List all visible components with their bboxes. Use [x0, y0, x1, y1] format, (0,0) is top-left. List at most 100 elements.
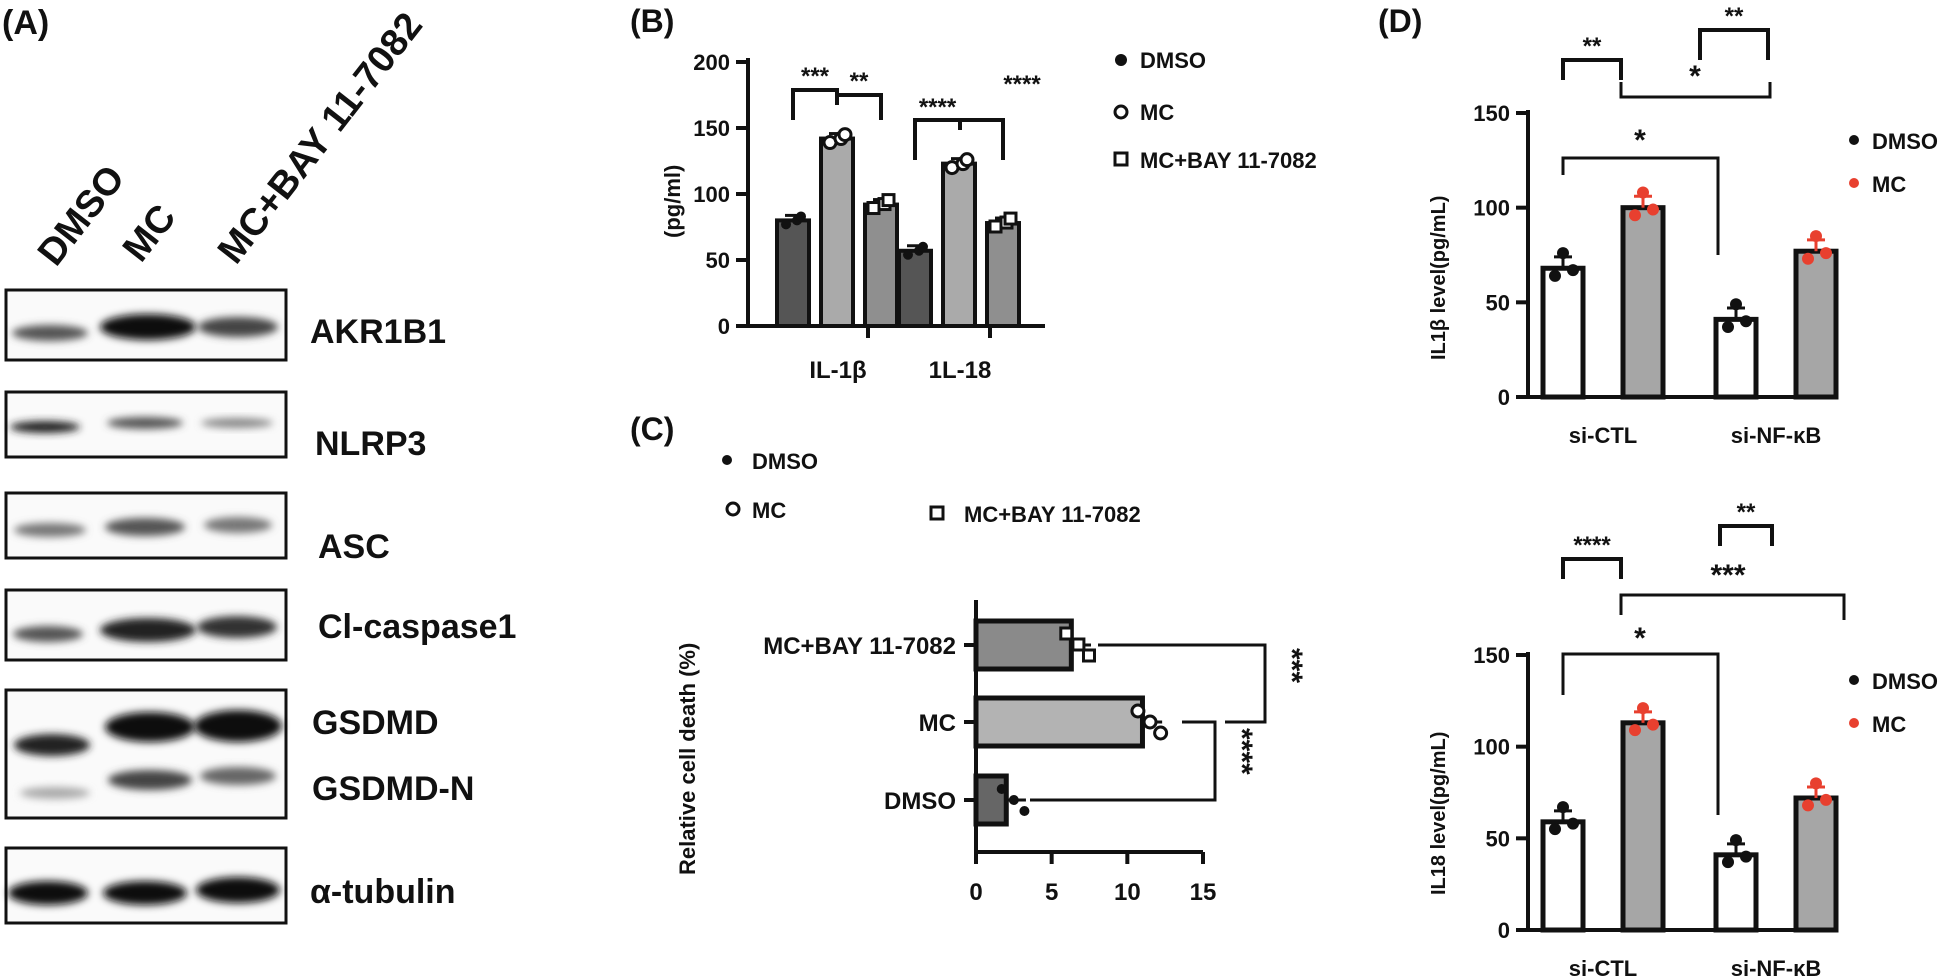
legend-marker-dmso — [1115, 54, 1127, 66]
legend-label-dmso: DMSO — [1872, 129, 1938, 154]
data-point — [1557, 247, 1569, 260]
significance-label: * — [1634, 124, 1646, 157]
blot-label-cl-caspase1: Cl-caspase1 — [318, 608, 516, 646]
blot-label-asc: ASC — [318, 528, 390, 566]
bar — [941, 161, 977, 328]
x-tick-label: si-CTL — [1569, 956, 1637, 979]
band — [107, 417, 183, 429]
data-point — [1567, 817, 1579, 830]
significance-label: ** — [850, 68, 869, 95]
significance-bracket — [1030, 720, 1217, 802]
data-point — [1820, 793, 1832, 806]
significance-label: ** — [1737, 499, 1756, 526]
legend-marker-mc-bay — [929, 505, 945, 521]
data-point — [1637, 186, 1649, 199]
blot-label-akr1b1: AKR1B1 — [310, 313, 446, 351]
data-point — [1071, 637, 1086, 652]
significance-bracket — [958, 118, 1005, 160]
bar — [973, 695, 1145, 749]
legend-marker-mc — [1849, 178, 1859, 188]
x-tick-label: 5 — [1045, 879, 1058, 906]
data-point — [1637, 702, 1649, 715]
significance-label: **** — [1225, 728, 1258, 775]
panel-c-y-axis-title: Relative cell death (%) — [675, 643, 700, 875]
panel-d: (D) IL1β level(pg/mL) IL18 level(pg/mL) … — [1378, 3, 1938, 979]
data-point — [1003, 211, 1018, 226]
y-tick-label: 50 — [706, 248, 730, 273]
band — [14, 523, 86, 537]
bar — [973, 618, 1074, 672]
significance-label: *** — [801, 63, 830, 90]
bar — [775, 218, 811, 328]
legend-marker-mc — [725, 501, 741, 517]
data-point — [1082, 648, 1096, 663]
data-point — [996, 784, 1007, 794]
x-tick-label: 0 — [969, 879, 982, 906]
band — [201, 418, 273, 428]
significance-label: **** — [919, 94, 957, 121]
data-point — [959, 152, 975, 168]
data-point — [1153, 725, 1169, 741]
x-tick-label: si-NF-κB — [1731, 423, 1821, 448]
lane-label-mc: MC — [115, 197, 184, 269]
data-point — [796, 211, 806, 222]
legend-marker-mc-bay — [1113, 151, 1129, 167]
x-tick-label: IL-1β — [809, 357, 866, 384]
legend-label-mc-bay: MC+BAY 11-7082 — [964, 502, 1141, 527]
data-point — [1730, 834, 1742, 847]
panel-c-legend: DMSO MC MC+BAY 11-7082 — [722, 449, 1141, 527]
x-tick-label: si-NF-κB — [1731, 956, 1821, 979]
bar — [1713, 852, 1759, 933]
data-point — [1802, 799, 1814, 812]
legend-label-mc-bay: MC+BAY 11-7082 — [1140, 148, 1317, 173]
data-point — [1810, 777, 1822, 790]
legend-marker-mc — [1849, 718, 1859, 728]
significance-bracket — [1561, 156, 1720, 255]
data-point — [1810, 230, 1822, 243]
bar — [1620, 720, 1666, 933]
legend-marker-dmso — [722, 455, 732, 465]
data-point — [1549, 823, 1561, 836]
panel-b-label: (B) — [630, 3, 674, 39]
blot-label-gsdmd: GSDMD — [312, 704, 439, 742]
significance-label: **** — [1573, 532, 1611, 559]
y-tick-label: 100 — [693, 182, 730, 207]
panel-c: (C) DMSO MC MC+BAY 11-7082 Relative cell… — [630, 411, 1308, 906]
data-point — [903, 249, 913, 260]
band — [204, 517, 272, 533]
bar — [1540, 265, 1586, 400]
data-point — [1647, 203, 1659, 216]
panel-a-label: (A) — [2, 4, 49, 42]
data-point — [866, 201, 881, 216]
significance-label: * — [1634, 622, 1646, 655]
data-point — [1549, 269, 1561, 282]
significance-label: ** — [1583, 33, 1602, 60]
y-tick-label: 0 — [718, 314, 730, 339]
bar — [1793, 795, 1839, 933]
data-point — [1567, 264, 1579, 277]
legend-label-mc: MC — [1140, 100, 1174, 125]
bar — [1713, 316, 1759, 400]
y-tick-label: MC+BAY 11-7082 — [763, 633, 956, 660]
legend-label-mc: MC — [1872, 712, 1906, 737]
x-tick-label: 1L-18 — [929, 357, 992, 384]
significance-label: *** — [1710, 559, 1745, 592]
panel-d-top-legend: DMSO MC — [1849, 129, 1938, 197]
panel-b-legend: DMSO MC MC+BAY 11-7082 — [1113, 48, 1317, 173]
band — [100, 618, 196, 642]
significance-label: ** — [1725, 3, 1744, 30]
panel-b-y-axis-title: (pg/ml) — [660, 165, 685, 238]
blot-label-gsdmd-n: GSDMD-N — [312, 770, 474, 808]
band — [8, 881, 88, 905]
significance-bracket — [913, 118, 962, 160]
band — [105, 518, 185, 536]
band — [20, 787, 90, 799]
y-tick-label: MC — [919, 710, 956, 737]
band — [10, 421, 80, 433]
data-point — [1647, 718, 1659, 731]
data-point — [837, 127, 853, 143]
